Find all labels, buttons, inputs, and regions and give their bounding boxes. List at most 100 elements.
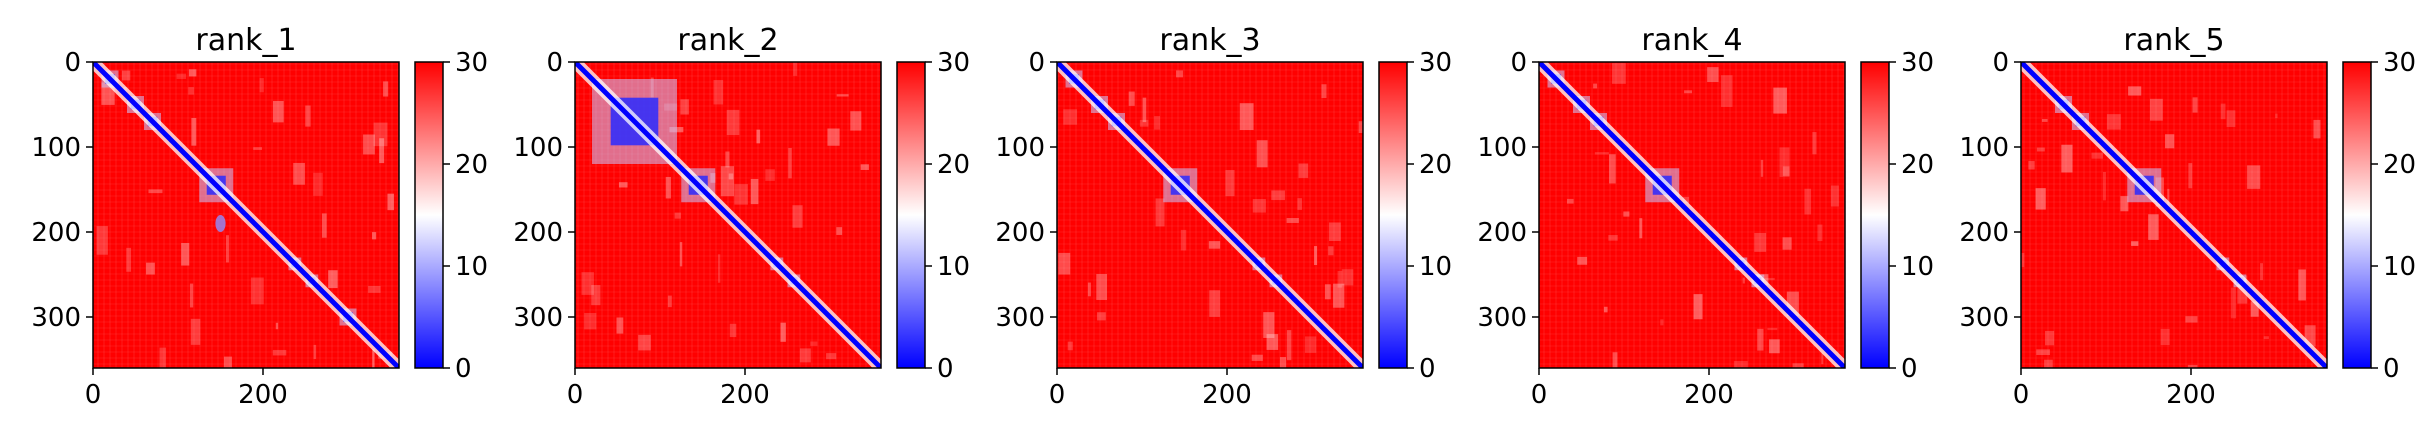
heatmap-patch (176, 73, 187, 79)
heatmap-panel-5: rank_5 0 100 200 300 0 200 0 10 20 30 (1959, 23, 2416, 410)
colorbar-tick-label: 10 (2383, 252, 2416, 282)
heatmap-panel-2: rank_2 0 100 200 300 0 200 0 10 20 30 (513, 23, 970, 410)
heatmap-patch (1612, 63, 1626, 84)
diagonal-line (1539, 62, 1845, 368)
heatmap-patch (159, 347, 167, 368)
heatmap-patch (1760, 277, 1775, 281)
y-tick-label: 300 (1959, 303, 2009, 333)
x-tick-label: 0 (85, 380, 102, 410)
heatmap-patch (1567, 198, 1574, 204)
heatmap-patch (1341, 269, 1354, 286)
heatmap-patch (618, 182, 628, 188)
heatmap-patch (1328, 246, 1334, 256)
heatmap-patch (1593, 83, 1598, 89)
y-tick-label: 0 (64, 48, 81, 78)
diagonal-line (575, 62, 881, 368)
heatmap-patch (1612, 352, 1618, 368)
heatmap-patch (2220, 103, 2226, 120)
heatmap-patch (1279, 357, 1286, 368)
heatmap-patch (2148, 214, 2159, 240)
heatmap-patch (1097, 312, 1106, 321)
y-tick-label: 100 (995, 133, 1045, 163)
axes-frame (92, 61, 400, 369)
colorbar-tick-label: 30 (2383, 48, 2416, 78)
heatmap-patch (1180, 229, 1187, 251)
y-tick-label: 0 (1510, 48, 1527, 78)
heatmap-patch (584, 312, 597, 330)
heatmap-patch (148, 189, 163, 194)
heatmap-patch (2304, 325, 2316, 347)
heatmap-patch (1603, 306, 1608, 313)
heatmap-patch (2226, 110, 2236, 127)
colorbar (896, 61, 926, 369)
heatmap-image (93, 62, 399, 368)
axes-frame (2020, 61, 2328, 369)
heatmap-patch (827, 128, 840, 146)
heatmap-patch (223, 356, 232, 368)
heatmap-patch (1733, 360, 1748, 368)
heatmap-patch (1594, 152, 1609, 155)
heatmap-patch (674, 212, 681, 219)
heatmap-patch (1830, 185, 1839, 207)
heatmap-patch (1767, 327, 1778, 331)
heatmap-patch (1684, 90, 1693, 94)
heatmap-patch (1096, 274, 1108, 301)
diagonal-line (1057, 62, 1363, 368)
x-tick-label: 200 (720, 380, 770, 410)
heatmap-patch (313, 344, 317, 360)
heatmap-patch (250, 277, 264, 305)
colorbar (1860, 61, 1890, 369)
heatmap-patch (1639, 218, 1643, 239)
diagonal-line (93, 62, 399, 368)
y-tick-label: 100 (1959, 133, 2009, 163)
heatmap-patch (826, 353, 837, 360)
heatmap-patch (2102, 171, 2106, 201)
heatmap-patch (799, 348, 811, 363)
heatmap-patch (2250, 301, 2259, 317)
y-tick-label: 100 (513, 133, 563, 163)
heatmap-patch (680, 99, 689, 115)
y-tick-label: 200 (513, 218, 563, 248)
heatmap-patch (1175, 70, 1183, 78)
y-tick-label: 0 (1992, 48, 2009, 78)
heatmap-patch (383, 81, 389, 97)
heatmap-patch (1266, 334, 1279, 350)
heatmap-patch (191, 117, 197, 146)
y-tick-label: 100 (1477, 133, 1527, 163)
heatmap-patch (1804, 188, 1812, 215)
heatmap-patch (1682, 196, 1690, 204)
heatmap-patch (313, 172, 323, 196)
heatmap-patch (1812, 132, 1817, 155)
heatmap-patch (1660, 319, 1664, 326)
heatmap-patch (810, 341, 818, 346)
heatmap-patch (1239, 103, 1254, 130)
heatmap-patch (679, 242, 683, 267)
heatmap-patch (253, 147, 262, 150)
heatmap-patch (1757, 328, 1764, 351)
x-tick-label: 0 (1531, 380, 1548, 410)
heatmap-patch (1324, 284, 1331, 300)
x-tick-label: 200 (1202, 380, 1252, 410)
x-tick-label: 200 (238, 380, 288, 410)
x-tick-label: 200 (1684, 380, 1734, 410)
heatmap-patch (146, 262, 155, 275)
colorbar-tick-label: 20 (1901, 150, 1934, 180)
y-tick-label: 200 (995, 218, 1045, 248)
heatmap-patch (373, 122, 388, 147)
heatmap-patch (1256, 140, 1268, 168)
heatmap-patch (667, 295, 672, 308)
heatmap-patch (2188, 163, 2193, 189)
y-tick-label: 300 (31, 303, 81, 333)
heatmap-patch (1782, 166, 1790, 176)
heatmap-patch (581, 272, 594, 295)
heatmap-patch (665, 176, 671, 199)
heatmap-patch (1209, 290, 1220, 317)
heatmap-patch (734, 184, 748, 205)
x-tick-label: 0 (2013, 380, 2030, 410)
heatmap-patch (2061, 144, 2073, 173)
heatmap-image (1057, 62, 1363, 368)
y-tick-label: 300 (513, 303, 563, 333)
heatmap-patch (1773, 87, 1787, 114)
heatmap-patch (792, 205, 803, 228)
heatmap-patch (368, 286, 381, 293)
